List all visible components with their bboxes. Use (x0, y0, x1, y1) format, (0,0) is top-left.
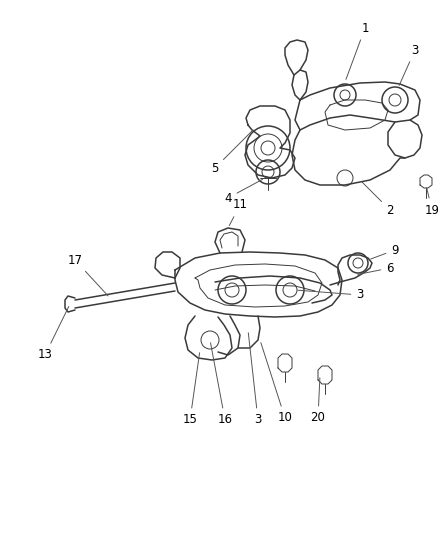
Text: 1: 1 (345, 21, 368, 79)
Text: 11: 11 (229, 198, 247, 225)
Text: 2: 2 (361, 182, 393, 216)
Text: 3: 3 (398, 44, 418, 85)
Text: 15: 15 (182, 353, 199, 426)
Text: 9: 9 (370, 244, 398, 259)
Text: 5: 5 (211, 130, 252, 174)
Text: 16: 16 (210, 343, 232, 426)
Text: 13: 13 (38, 306, 69, 361)
Text: 17: 17 (67, 254, 108, 296)
Text: 3: 3 (248, 333, 261, 426)
Text: 3: 3 (297, 288, 363, 302)
Text: 4: 4 (224, 179, 262, 205)
Text: 20: 20 (310, 378, 325, 424)
Text: 10: 10 (260, 343, 292, 424)
Text: 19: 19 (424, 188, 438, 216)
Text: 6: 6 (357, 262, 393, 274)
